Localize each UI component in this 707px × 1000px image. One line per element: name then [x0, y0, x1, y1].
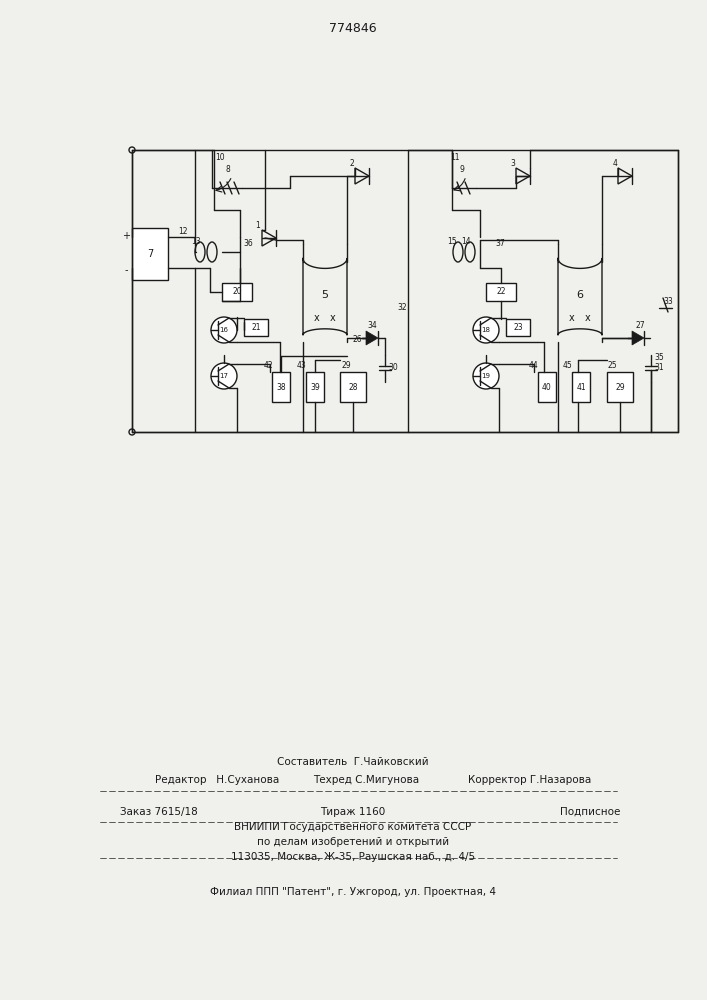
Text: x: x: [569, 313, 575, 323]
Circle shape: [211, 363, 237, 389]
Bar: [306, 372, 324, 402]
Text: Редактор   Н.Суханова: Редактор Н.Суханова: [155, 775, 279, 785]
Circle shape: [129, 429, 135, 435]
Text: ВНИИПИ Государственного комитета СССР: ВНИИПИ Государственного комитета СССР: [235, 822, 472, 832]
Text: 29: 29: [341, 361, 351, 370]
Text: 13: 13: [191, 237, 201, 246]
Text: 12: 12: [178, 228, 188, 236]
Text: 113035, Москва, Ж-35, Раушская наб., д. 4/5: 113035, Москва, Ж-35, Раушская наб., д. …: [231, 852, 475, 862]
Bar: [272, 372, 290, 402]
Bar: [244, 319, 268, 336]
Text: 36: 36: [243, 239, 253, 248]
Text: 29: 29: [615, 382, 625, 391]
Text: 14: 14: [461, 237, 471, 246]
Polygon shape: [632, 331, 644, 345]
Text: 38: 38: [276, 382, 286, 391]
Text: -: -: [124, 265, 128, 275]
Text: 1: 1: [256, 222, 260, 231]
Text: 40: 40: [542, 382, 552, 391]
Text: 34: 34: [367, 322, 377, 330]
Text: 5: 5: [322, 290, 329, 300]
Polygon shape: [366, 331, 378, 345]
Text: x: x: [585, 313, 591, 323]
Text: 2: 2: [350, 159, 354, 168]
Text: 43: 43: [297, 361, 307, 370]
Text: 21: 21: [251, 324, 261, 332]
Text: 23: 23: [513, 324, 522, 332]
Text: 25: 25: [607, 361, 617, 370]
Bar: [506, 319, 530, 336]
Text: x: x: [314, 313, 320, 323]
Text: x: x: [330, 313, 336, 323]
Text: Составитель  Г.Чайковский: Составитель Г.Чайковский: [277, 757, 429, 767]
Text: 27: 27: [635, 322, 645, 330]
Text: 28: 28: [349, 382, 358, 391]
Text: Техред С.Мигунова: Техред С.Мигунова: [313, 775, 419, 785]
Text: Корректор Г.Назарова: Корректор Г.Назарова: [468, 775, 591, 785]
Text: 30: 30: [388, 363, 398, 372]
Text: 42: 42: [263, 361, 273, 370]
Text: Тираж 1160: Тираж 1160: [320, 807, 385, 817]
Bar: [572, 372, 590, 402]
Bar: [486, 283, 516, 301]
Text: 3: 3: [510, 159, 515, 168]
Text: 37: 37: [495, 239, 505, 248]
Text: +: +: [122, 231, 130, 241]
Text: Заказ 7615/18: Заказ 7615/18: [120, 807, 198, 817]
Text: 41: 41: [576, 382, 586, 391]
Bar: [538, 372, 556, 402]
Text: 22: 22: [496, 288, 506, 296]
Bar: [607, 372, 633, 402]
Text: 7: 7: [147, 249, 153, 259]
Text: 16: 16: [219, 327, 228, 333]
Bar: [132, 228, 168, 280]
Text: 15: 15: [448, 237, 457, 246]
Text: Подписное: Подписное: [560, 807, 620, 817]
Text: 31: 31: [654, 363, 664, 372]
Text: Филиал ППП "Патент", г. Ужгород, ул. Проектная, 4: Филиал ППП "Патент", г. Ужгород, ул. Про…: [210, 887, 496, 897]
Text: 39: 39: [310, 382, 320, 391]
Circle shape: [211, 317, 237, 343]
Circle shape: [473, 363, 499, 389]
Text: 17: 17: [219, 373, 228, 379]
Circle shape: [473, 317, 499, 343]
Text: 35: 35: [654, 354, 664, 362]
Text: 10: 10: [215, 153, 225, 162]
Text: 45: 45: [563, 361, 573, 370]
Text: 26: 26: [352, 336, 362, 344]
Text: 33: 33: [663, 298, 673, 306]
Text: 20: 20: [232, 288, 242, 296]
Text: 8: 8: [226, 165, 230, 174]
Text: 18: 18: [481, 327, 491, 333]
Text: 9: 9: [460, 165, 464, 174]
Text: 32: 32: [397, 304, 407, 312]
Bar: [340, 372, 366, 402]
Text: по делам изобретений и открытий: по делам изобретений и открытий: [257, 837, 449, 847]
Text: 4: 4: [612, 159, 617, 168]
Circle shape: [129, 147, 135, 153]
Text: 6: 6: [576, 290, 583, 300]
Text: 11: 11: [450, 153, 460, 162]
Text: 44: 44: [529, 361, 539, 370]
Text: 19: 19: [481, 373, 491, 379]
Text: 774846: 774846: [329, 21, 377, 34]
Bar: [222, 283, 252, 301]
